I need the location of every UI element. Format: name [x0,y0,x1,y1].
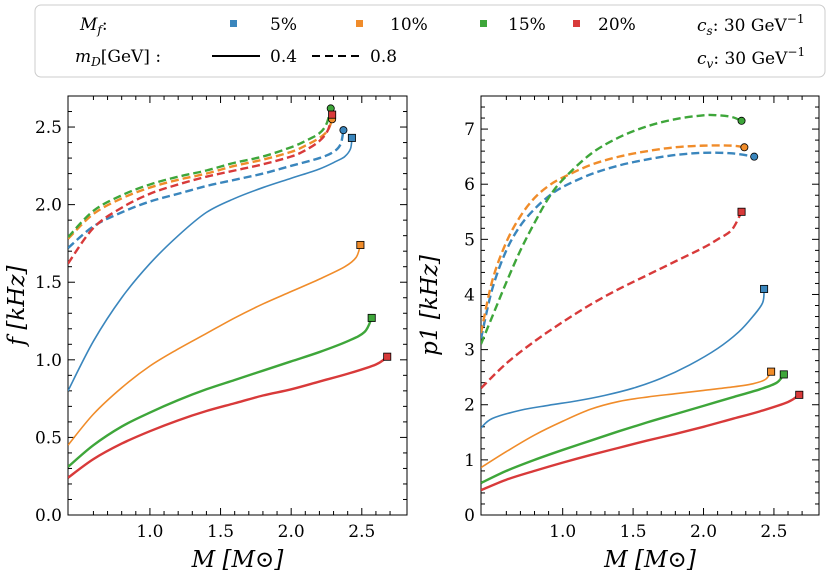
left-ytick-label-5: 2.5 [35,118,62,138]
right-series-7 [481,211,743,390]
right-series-1-end-marker [767,367,776,376]
legend-mf-sub: f [96,23,104,37]
left-xtick-label-3: 2.5 [348,522,375,542]
right-series-group [481,113,800,492]
right-xtick-label-1: 1.5 [620,522,647,542]
left-xtick-label-1: 1.5 [207,522,234,542]
right-series-3 [481,393,800,492]
left-ytick-label-2: 1.0 [35,351,62,371]
legend-cs-text: : 30 GeV [713,16,788,36]
left-series-1-end-marker [356,240,365,249]
right-ytick-label-2: 2 [464,396,475,416]
left-xtick-label-0: 1.0 [136,522,163,542]
legend-cs-exp: −1 [787,12,805,26]
right-series-6-end-marker [737,116,746,125]
left-ytick-label-0: 0.0 [35,506,62,526]
legend-md-sub: D [90,55,101,69]
legend-cv-sub: v [707,57,714,71]
right-series-5 [481,144,745,334]
right-series-2-end-marker [779,370,788,379]
legend-mf-10-label: 10% [390,15,428,35]
right-series-3-end-marker [795,390,804,399]
left-series-4-end-marker [339,126,348,135]
right-ytick-label-5: 5 [464,230,475,250]
right-ytick-label-0: 0 [464,506,475,526]
legend-cs-sub: s [707,24,713,38]
right-xtick-label-3: 2.5 [760,522,787,542]
left-ytick-label-3: 1.5 [35,273,62,293]
right-series-1 [481,371,772,469]
legend-cv-text: : 30 GeV [713,49,788,69]
left-series-2-end-marker [367,313,376,322]
plot-left: 1.0 1.5 2.0 2.5 0.0 0.5 1.0 1.5 2.0 2.5 M [M⊙] f [k… [4,95,408,573]
legend-mf-title: Mf: [79,15,108,37]
right-series-4 [481,151,755,339]
right-ytick-label-4: 4 [464,285,475,305]
legend-mf-5-label: 5% [270,15,297,35]
right-ytick-label-3: 3 [464,341,475,361]
left-series-0 [68,137,353,392]
plot-right: 1.0 1.5 2.0 2.5 0 1 2 3 4 5 6 7 M [M⊙] p1 [kHz] [417,95,820,573]
left-series-1 [68,244,362,446]
left-series-3-end-marker [383,352,392,361]
legend-mf-5-marker [230,20,237,27]
right-ytick-label-7: 7 [464,120,475,140]
legend-mf-15-marker [480,20,487,27]
right-xtick-label-0: 1.0 [549,522,576,542]
right-series-6 [481,113,743,345]
left-ylabel: f [kHz] [4,266,30,348]
right-ytick-label-1: 1 [464,451,475,471]
right-ytick-label-6: 6 [464,175,475,195]
right-xtick-label-2: 2.0 [690,522,717,542]
left-xtick-label-2: 2.0 [278,522,305,542]
legend-cs: cs: 30 GeV−1 [697,12,805,38]
right-series-4-end-marker [750,152,759,161]
left-series-3 [68,355,388,479]
left-series-2 [68,317,373,468]
right-series-7-end-marker [737,207,746,216]
legend-md-title: mD[GeV] : [75,47,161,69]
legend-cv: cv: 30 GeV−1 [697,45,805,71]
left-series-5 [68,118,334,240]
legend-mf-15-label: 15% [508,15,546,35]
legend-mf-colon: : [102,15,108,35]
right-series-2 [481,373,785,485]
left-ytick-label-4: 2.0 [35,196,62,216]
left-ytick-label-1: 0.5 [35,428,62,448]
right-series-0 [481,288,765,429]
right-series-5-end-marker [740,143,749,152]
left-series-group [68,108,388,479]
left-plot-frame [67,95,408,516]
legend-cv-exp: −1 [787,45,805,59]
legend-mf-20-label: 20% [598,15,636,35]
right-series-0-end-marker [760,284,769,293]
legend-md-unit: [GeV] : [101,47,161,67]
left-series-0-end-marker [347,133,356,142]
legend: Mf: mD[GeV] : 5% 10% 15% 20% 0.4 0.8 cs:… [34,4,826,78]
left-series-7-end-marker [328,110,337,119]
right-xlabel: M [M⊙] [603,547,696,573]
legend-mf-20-marker [573,20,580,27]
left-series-6 [68,108,332,239]
left-series-4 [68,129,345,249]
left-series-7 [68,114,334,265]
legend-md-04-label: 0.4 [270,47,297,67]
right-ylabel: p1 [kHz] [417,255,443,356]
left-xlabel: M [M⊙] [191,547,284,573]
legend-mf-10-marker [356,20,363,27]
legend-md-08-label: 0.8 [370,47,397,67]
